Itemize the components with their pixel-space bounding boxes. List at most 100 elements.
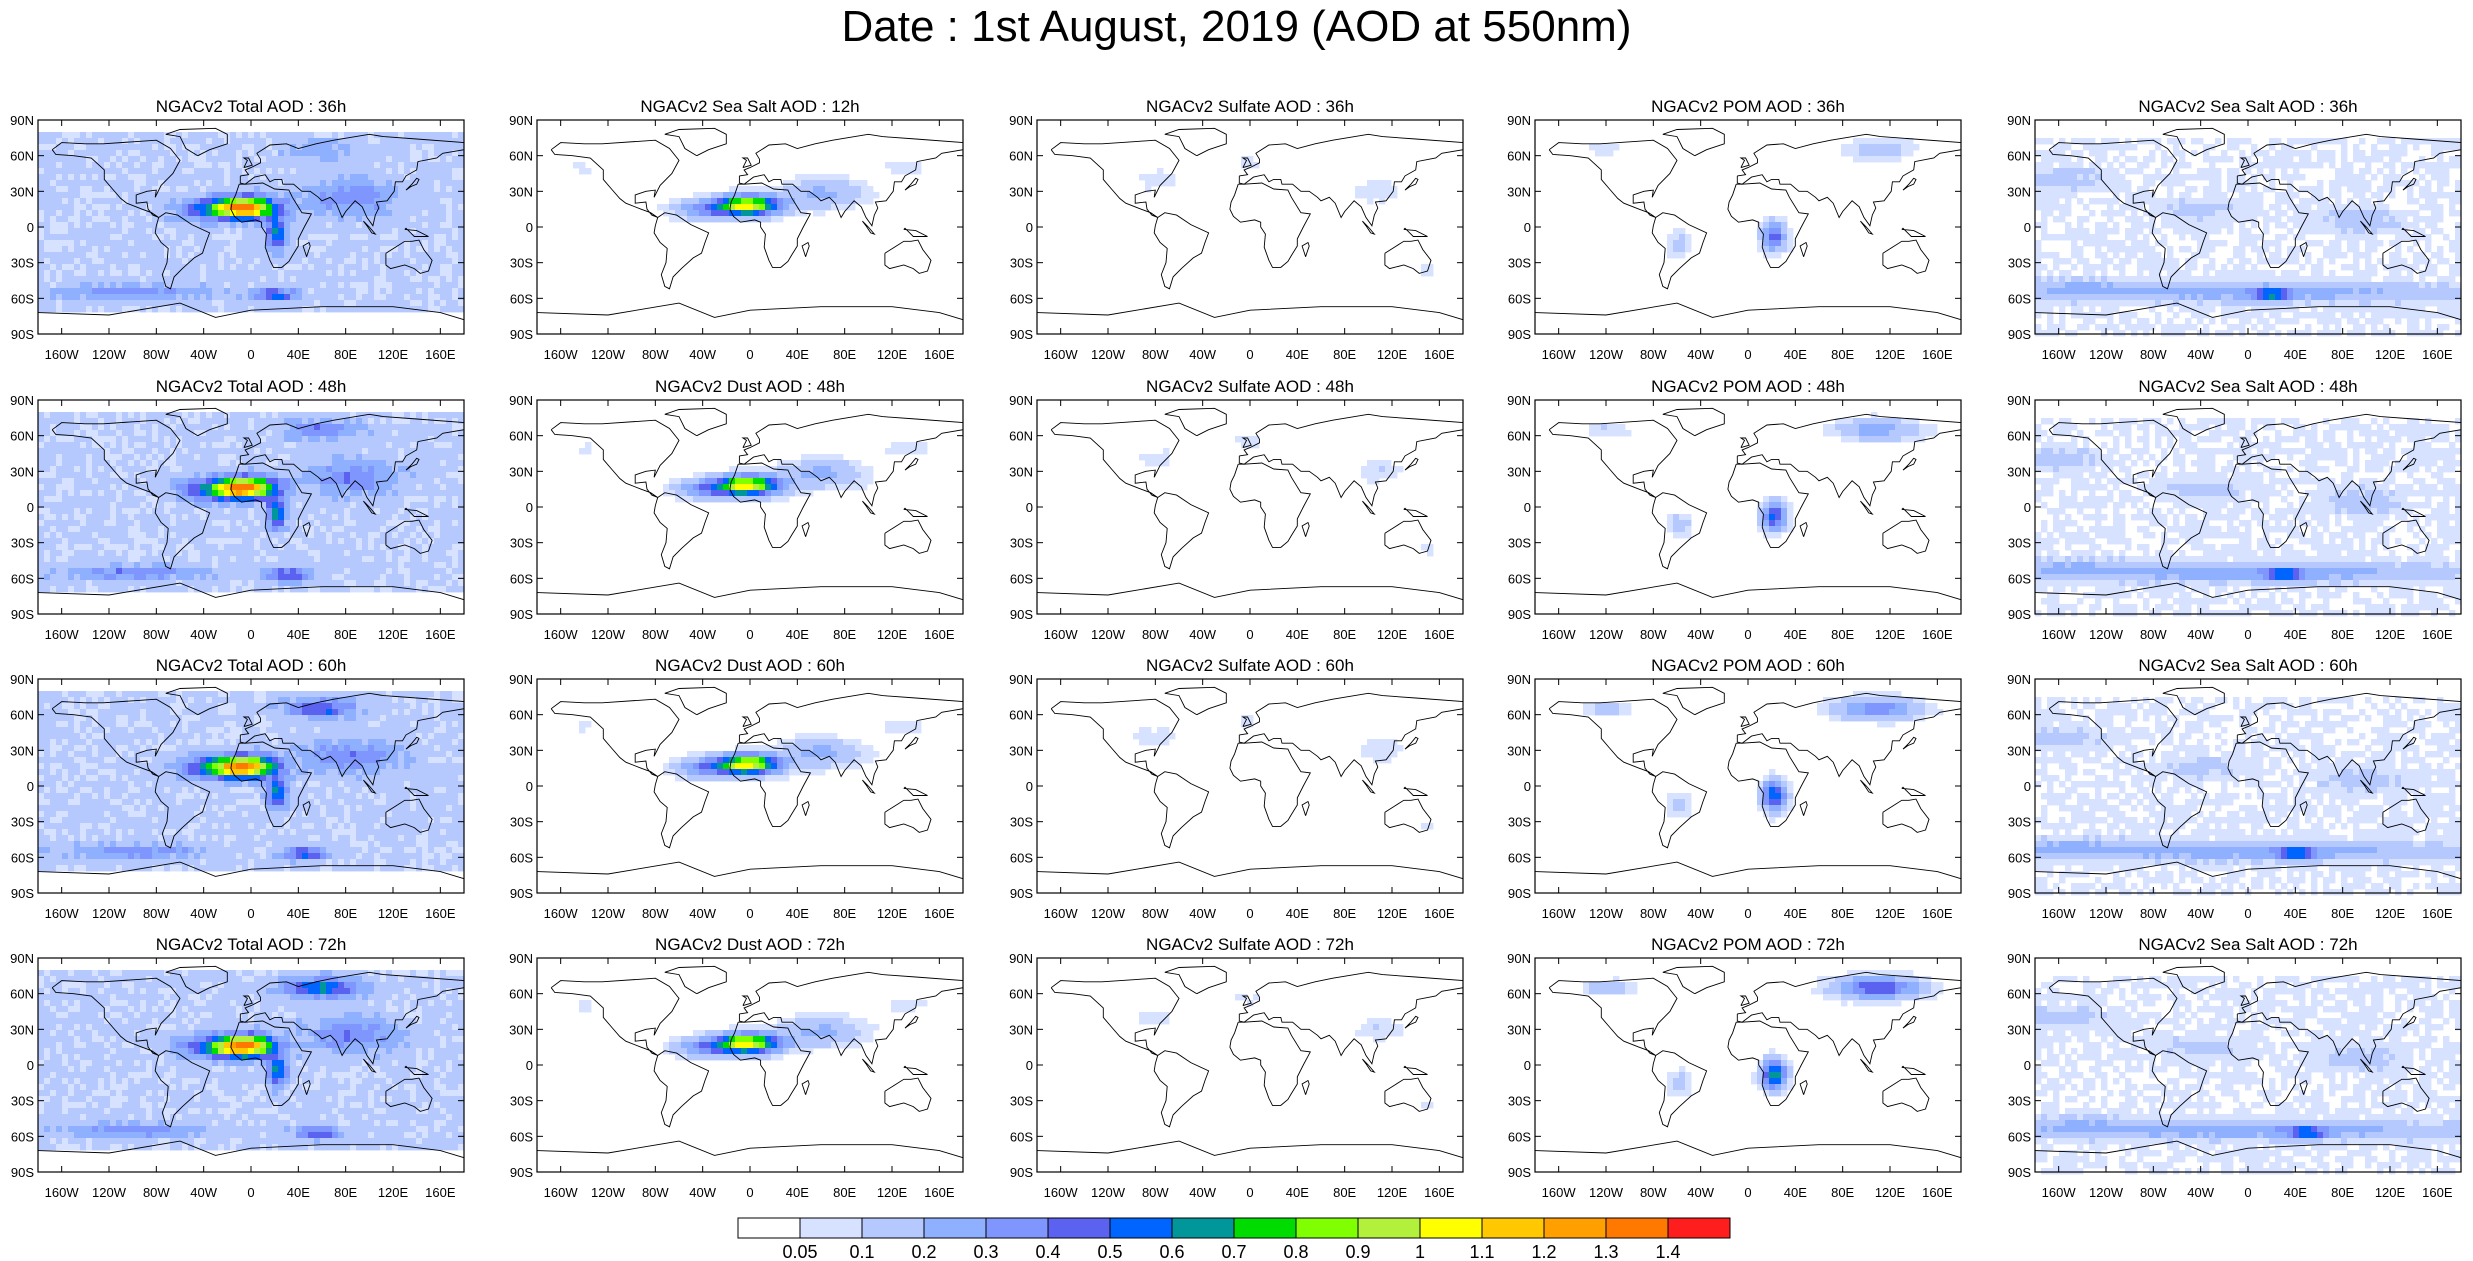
aod-cell	[260, 216, 266, 222]
aod-cell	[170, 162, 176, 168]
aod-cell	[152, 168, 158, 174]
aod-cell	[104, 204, 110, 210]
aod-cell	[302, 138, 308, 144]
aod-cell	[224, 204, 230, 210]
aod-cell	[320, 186, 326, 192]
aod-cell	[194, 192, 200, 198]
aod-cell	[422, 144, 428, 150]
aod-cell	[206, 162, 212, 168]
aod-cell	[50, 138, 56, 144]
aod-cell	[164, 234, 170, 240]
aod-field	[38, 132, 464, 312]
aod-cell	[80, 276, 86, 282]
aod-cell	[386, 180, 392, 186]
aod-cell	[188, 276, 194, 282]
aod-cell	[104, 132, 110, 138]
aod-cell	[128, 240, 134, 246]
aod-cell	[170, 192, 176, 198]
aod-cell	[392, 156, 398, 162]
aod-cell	[74, 270, 80, 276]
aod-cell	[374, 276, 380, 282]
aod-cell	[440, 276, 446, 282]
aod-cell	[104, 162, 110, 168]
aod-cell	[260, 156, 266, 162]
aod-cell	[92, 228, 98, 234]
aod-cell	[164, 246, 170, 252]
aod-cell	[344, 252, 350, 258]
aod-cell	[140, 264, 146, 270]
aod-cell	[50, 258, 56, 264]
aod-cell	[128, 156, 134, 162]
aod-cell	[50, 174, 56, 180]
aod-cell	[206, 258, 212, 264]
aod-cell	[104, 210, 110, 216]
aod-cell	[302, 180, 308, 186]
aod-cell	[176, 180, 182, 186]
aod-cell	[332, 234, 338, 240]
aod-cell	[362, 216, 368, 222]
aod-cell	[230, 264, 236, 270]
aod-cell	[416, 150, 422, 156]
aod-cell	[410, 204, 416, 210]
aod-cell	[236, 240, 242, 246]
aod-cell	[440, 198, 446, 204]
aod-cell	[134, 276, 140, 282]
aod-cell	[44, 246, 50, 252]
aod-cell	[452, 204, 458, 210]
aod-cell	[62, 234, 68, 240]
aod-cell	[86, 216, 92, 222]
aod-cell	[320, 222, 326, 228]
aod-cell	[158, 228, 164, 234]
aod-cell	[188, 204, 194, 210]
aod-cell	[380, 264, 386, 270]
aod-cell	[446, 156, 452, 162]
aod-cell	[350, 162, 356, 168]
aod-cell	[158, 156, 164, 162]
aod-cell	[92, 180, 98, 186]
aod-cell	[110, 204, 116, 210]
aod-cell	[116, 204, 122, 210]
aod-cell	[92, 282, 98, 288]
aod-cell	[236, 150, 242, 156]
aod-cell	[146, 264, 152, 270]
aod-cell	[134, 168, 140, 174]
aod-cell	[254, 270, 260, 276]
aod-cell	[122, 234, 128, 240]
aod-cell	[50, 192, 56, 198]
aod-cell	[350, 222, 356, 228]
aod-cell	[380, 228, 386, 234]
aod-cell	[182, 156, 188, 162]
aod-cell	[140, 258, 146, 264]
aod-cell	[266, 156, 272, 162]
aod-cell	[38, 276, 44, 282]
aod-cell	[104, 252, 110, 258]
aod-cell	[38, 192, 44, 198]
aod-cell	[344, 186, 350, 192]
aod-cell	[392, 210, 398, 216]
aod-cell	[434, 246, 440, 252]
aod-cell	[176, 228, 182, 234]
aod-cell	[398, 252, 404, 258]
aod-cell	[122, 228, 128, 234]
aod-cell	[362, 264, 368, 270]
aod-cell	[332, 222, 338, 228]
aod-cell	[116, 168, 122, 174]
aod-cell	[74, 186, 80, 192]
aod-cell	[302, 234, 308, 240]
aod-cell	[170, 204, 176, 210]
aod-cell	[368, 246, 374, 252]
aod-cell	[248, 252, 254, 258]
aod-cell	[308, 258, 314, 264]
aod-cell	[308, 192, 314, 198]
aod-cell	[56, 168, 62, 174]
aod-cell	[440, 180, 446, 186]
aod-cell	[74, 228, 80, 234]
aod-cell	[134, 228, 140, 234]
aod-cell	[194, 180, 200, 186]
aod-cell	[422, 264, 428, 270]
aod-cell	[326, 144, 332, 150]
aod-cell	[452, 228, 458, 234]
aod-cell	[368, 276, 374, 282]
aod-cell	[134, 156, 140, 162]
aod-cell	[404, 150, 410, 156]
